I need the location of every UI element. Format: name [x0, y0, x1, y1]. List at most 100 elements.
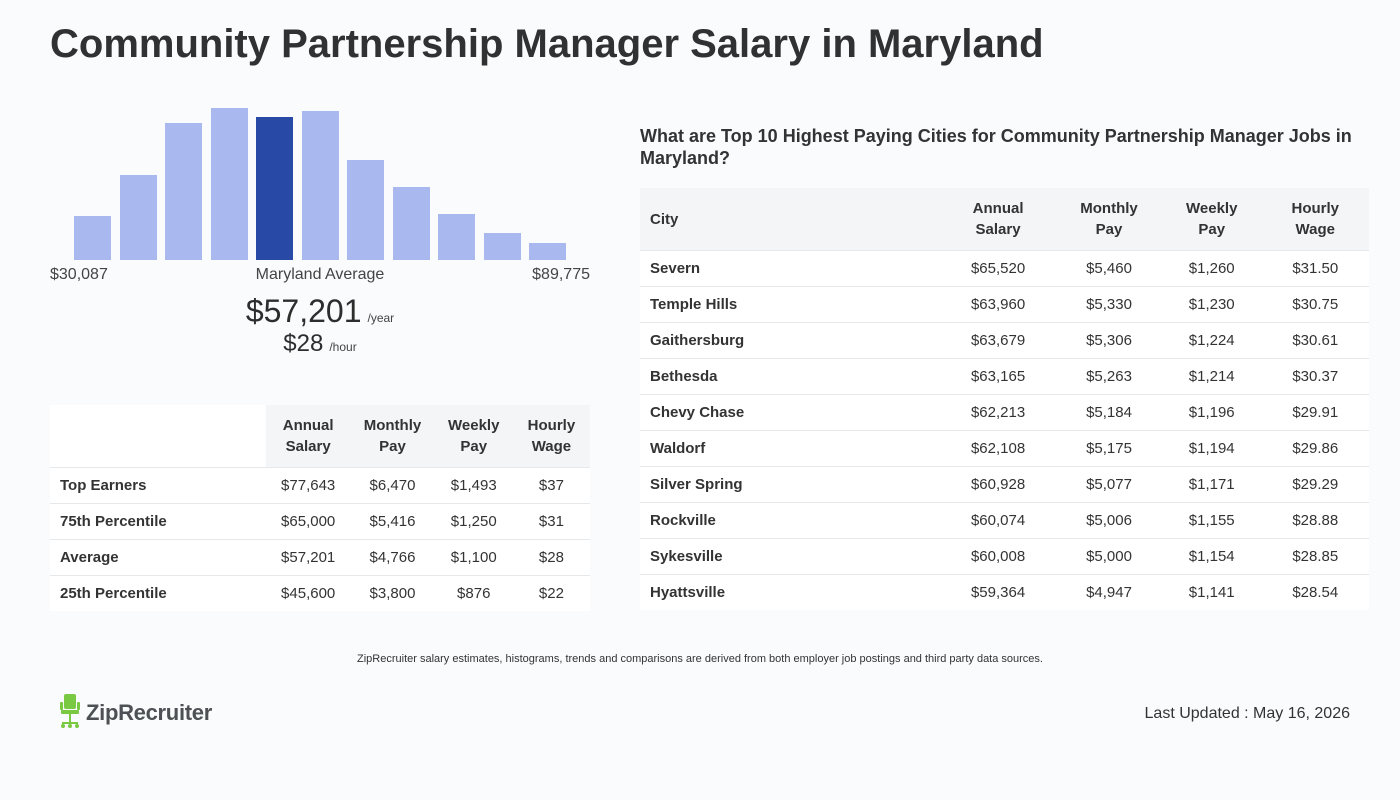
hourly-cell: $28	[512, 539, 590, 576]
city-name: Chevy Chase	[640, 394, 940, 431]
average-annual-unit: /year	[367, 311, 395, 325]
weekly-cell: $1,154	[1161, 538, 1262, 575]
hourly-cell: $22	[512, 575, 590, 611]
hourly-cell: $28.54	[1261, 574, 1369, 610]
weekly-cell: $1,171	[1161, 466, 1262, 503]
row-label: Average	[50, 539, 266, 576]
table-row: Sykesville $60,008 $5,000 $1,154 $28.85	[640, 538, 1369, 575]
hourly-cell: $37	[512, 467, 590, 504]
logo-text: ZipRecruiter	[86, 700, 212, 725]
histogram-bar-average	[256, 117, 293, 260]
city-name: Waldorf	[640, 430, 940, 467]
histogram-bar	[165, 123, 202, 260]
monthly-cell: $5,006	[1056, 502, 1162, 539]
cities-header-monthly: Monthly Pay	[1056, 188, 1162, 251]
weekly-cell: $1,141	[1161, 574, 1262, 610]
weekly-cell: $1,250	[434, 503, 513, 540]
histogram-bar	[438, 214, 475, 260]
table-row: 75th Percentile $65,000 $5,416 $1,250 $3…	[50, 503, 590, 540]
cities-header-city: City	[640, 188, 940, 251]
hourly-cell: $29.86	[1261, 430, 1369, 467]
average-annual-amount: $57,201	[245, 293, 362, 329]
salary-histogram	[50, 95, 590, 260]
weekly-cell: $1,493	[434, 467, 513, 504]
percentile-header-monthly: Monthly Pay	[350, 405, 435, 468]
cities-header-annual: Annual Salary	[940, 188, 1057, 251]
annual-cell: $62,108	[940, 430, 1057, 467]
average-hourly-wage: $28/hour	[50, 330, 590, 358]
weekly-cell: $1,224	[1161, 322, 1262, 359]
annual-cell: $60,074	[940, 502, 1057, 539]
weekly-cell: $1,155	[1161, 502, 1262, 539]
weekly-cell: $1,196	[1161, 394, 1262, 431]
hourly-cell: $31	[512, 503, 590, 540]
histogram-bar	[483, 233, 521, 260]
hourly-cell: $30.37	[1261, 358, 1369, 395]
histogram-min-label: $30,087	[50, 266, 108, 283]
monthly-cell: $4,766	[350, 539, 435, 576]
annual-cell: $57,201	[266, 539, 351, 576]
row-label: 75th Percentile	[50, 503, 266, 540]
annual-cell: $65,000	[266, 503, 351, 540]
table-row: Gaithersburg $63,679 $5,306 $1,224 $30.61	[640, 322, 1369, 359]
annual-cell: $63,165	[940, 358, 1057, 395]
city-name: Rockville	[640, 502, 940, 539]
hourly-cell: $29.91	[1261, 394, 1369, 431]
monthly-cell: $5,416	[350, 503, 435, 540]
city-name: Sykesville	[640, 538, 940, 575]
row-label: 25th Percentile	[50, 575, 266, 611]
monthly-cell: $5,306	[1056, 322, 1162, 359]
last-updated: Last Updated : May 16, 2026	[1144, 705, 1350, 722]
table-row: Waldorf $62,108 $5,175 $1,194 $29.86	[640, 430, 1369, 467]
monthly-cell: $5,330	[1056, 286, 1162, 323]
table-row: Silver Spring $60,928 $5,077 $1,171 $29.29	[640, 466, 1369, 503]
histogram-bar	[119, 175, 157, 260]
monthly-cell: $3,800	[350, 575, 435, 611]
table-row: Severn $65,520 $5,460 $1,260 $31.50	[640, 250, 1369, 287]
table-row: Temple Hills $63,960 $5,330 $1,230 $30.75	[640, 286, 1369, 323]
table-row: Hyattsville $59,364 $4,947 $1,141 $28.54	[640, 574, 1369, 610]
monthly-cell: $5,184	[1056, 394, 1162, 431]
city-name: Bethesda	[640, 358, 940, 395]
table-row: Rockville $60,074 $5,006 $1,155 $28.88	[640, 502, 1369, 539]
monthly-cell: $5,263	[1056, 358, 1162, 395]
city-name: Severn	[640, 250, 940, 287]
histogram-labels: $30,087 Maryland Average $89,775	[50, 266, 590, 286]
ziprecruiter-logo[interactable]: ZipRecruiter	[58, 693, 212, 734]
annual-cell: $65,520	[940, 250, 1057, 287]
annual-cell: $77,643	[266, 467, 351, 504]
city-name: Temple Hills	[640, 286, 940, 323]
monthly-cell: $5,460	[1056, 250, 1162, 287]
histogram-average-label: Maryland Average	[255, 266, 385, 283]
city-name: Silver Spring	[640, 466, 940, 503]
cities-header-row: City Annual Salary Monthly Pay Weekly Pa…	[640, 188, 1369, 251]
hourly-cell: $28.85	[1261, 538, 1369, 575]
weekly-cell: $1,194	[1161, 430, 1262, 467]
percentile-header-hourly: Hourly Wage	[512, 405, 590, 468]
table-row: Bethesda $63,165 $5,263 $1,214 $30.37	[640, 358, 1369, 395]
average-hourly-unit: /hour	[329, 340, 357, 354]
average-hourly-amount: $28	[283, 330, 324, 357]
monthly-cell: $5,000	[1056, 538, 1162, 575]
annual-cell: $60,928	[940, 466, 1057, 503]
percentile-header-annual: Annual Salary	[266, 405, 351, 468]
cities-header-weekly: Weekly Pay	[1161, 188, 1262, 251]
table-row: Average $57,201 $4,766 $1,100 $28	[50, 539, 590, 576]
monthly-cell: $6,470	[350, 467, 435, 504]
average-annual-salary: $57,201/year	[50, 293, 590, 330]
table-row: 25th Percentile $45,600 $3,800 $876 $22	[50, 575, 590, 611]
data-source-disclaimer: ZipRecruiter salary estimates, histogram…	[357, 653, 1043, 665]
weekly-cell: $876	[434, 575, 513, 611]
monthly-cell: $4,947	[1056, 574, 1162, 610]
annual-cell: $63,960	[940, 286, 1057, 323]
page-title: Community Partnership Manager Salary in …	[50, 22, 1044, 66]
row-label: Top Earners	[50, 467, 266, 504]
percentile-header-weekly: Weekly Pay	[434, 405, 513, 468]
percentile-header-blank	[50, 405, 266, 468]
table-row: Chevy Chase $62,213 $5,184 $1,196 $29.91	[640, 394, 1369, 431]
hourly-cell: $30.61	[1261, 322, 1369, 359]
annual-cell: $45,600	[266, 575, 351, 611]
monthly-cell: $5,175	[1056, 430, 1162, 467]
chair-icon	[58, 693, 82, 734]
hourly-cell: $29.29	[1261, 466, 1369, 503]
